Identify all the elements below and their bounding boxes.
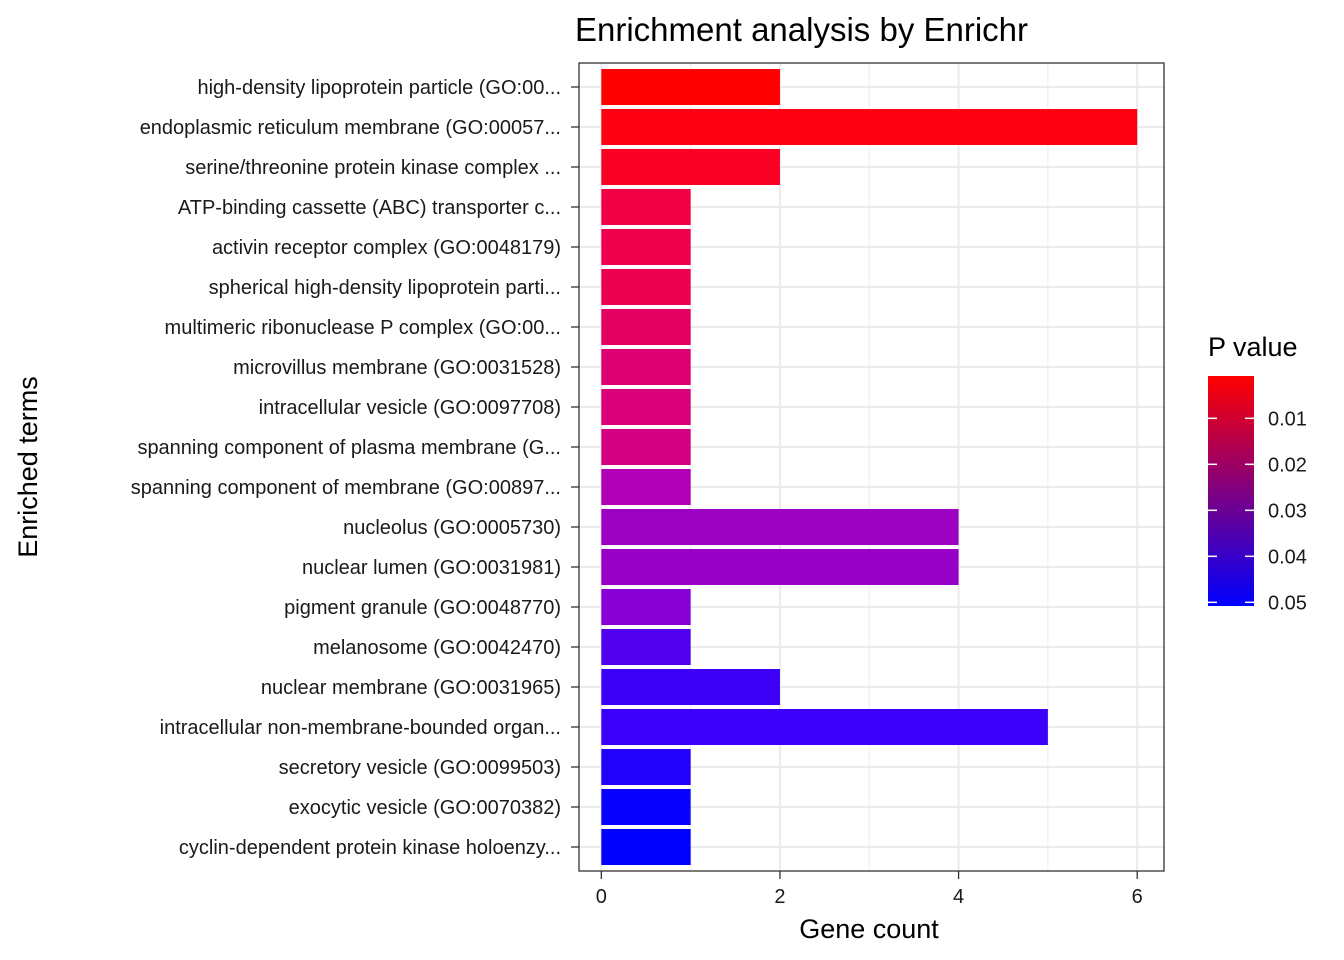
- y-tick-label: intracellular vesicle (GO:0097708): [259, 397, 561, 419]
- y-axis: high-density lipoprotein particle (GO:00…: [131, 77, 579, 859]
- bar: [601, 469, 691, 505]
- y-tick-label: melanosome (GO:0042470): [313, 637, 561, 659]
- legend-tick-label: 0.05: [1268, 592, 1307, 614]
- legend-tick-label: 0.03: [1268, 500, 1307, 522]
- y-tick-label: intracellular non-membrane-bounded organ…: [160, 717, 561, 739]
- bar: [601, 509, 959, 545]
- y-tick-label: spanning component of plasma membrane (G…: [137, 437, 561, 459]
- y-tick-label: ATP-binding cassette (ABC) transporter c…: [178, 197, 561, 219]
- bar: [601, 709, 1048, 745]
- x-tick-label: 2: [774, 886, 785, 908]
- bar: [601, 589, 691, 625]
- y-tick-label: spherical high-density lipoprotein parti…: [209, 277, 561, 299]
- bar: [601, 549, 959, 585]
- bar: [601, 309, 691, 345]
- x-axis: 0 2 4 6: [596, 871, 1143, 908]
- y-tick-label: serine/threonine protein kinase complex …: [185, 157, 561, 179]
- y-tick-label: spanning component of membrane (GO:00897…: [131, 477, 561, 499]
- x-tick-label: 0: [596, 886, 607, 908]
- y-tick-label: activin receptor complex (GO:0048179): [212, 237, 561, 259]
- y-tick-label: exocytic vesicle (GO:0070382): [289, 797, 561, 819]
- chart-title: Enrichment analysis by Enrichr: [575, 11, 1028, 48]
- bar: [601, 189, 691, 225]
- bar: [601, 789, 691, 825]
- y-axis-title: Enriched terms: [13, 376, 43, 558]
- y-tick-label: pigment granule (GO:0048770): [284, 597, 561, 619]
- legend-colorbar: [1208, 376, 1254, 606]
- y-tick-label: nuclear lumen (GO:0031981): [302, 557, 561, 579]
- legend-tick-label: 0.04: [1268, 546, 1307, 568]
- legend: P value 0.01 0.02 0.03 0.04 0.05: [1208, 332, 1307, 614]
- legend-tick-label: 0.02: [1268, 454, 1307, 476]
- bar: [601, 269, 691, 305]
- legend-tick-label: 0.01: [1268, 408, 1307, 430]
- bar: [601, 629, 691, 665]
- bar: [601, 389, 691, 425]
- y-tick-label: endoplasmic reticulum membrane (GO:00057…: [140, 117, 561, 139]
- bar: [601, 669, 780, 705]
- y-tick-label: nucleolus (GO:0005730): [343, 517, 561, 539]
- bar: [601, 749, 691, 785]
- y-tick-label: high-density lipoprotein particle (GO:00…: [197, 77, 561, 99]
- y-tick-label: microvillus membrane (GO:0031528): [233, 357, 561, 379]
- bar: [601, 349, 691, 385]
- bar: [601, 829, 691, 865]
- plot-panel-border: [578, 62, 1165, 872]
- x-tick-label: 6: [1132, 886, 1143, 908]
- legend-title: P value: [1208, 332, 1298, 362]
- y-tick-label: secretory vesicle (GO:0099503): [279, 757, 561, 779]
- y-tick-label: cyclin-dependent protein kinase holoenzy…: [179, 837, 561, 859]
- bar: [601, 69, 780, 105]
- bar: [601, 229, 691, 265]
- y-tick-label: multimeric ribonuclease P complex (GO:00…: [165, 317, 561, 339]
- bar: [601, 109, 1138, 145]
- bar: [601, 149, 780, 185]
- bar: [601, 429, 691, 465]
- x-axis-title: Gene count: [799, 914, 939, 944]
- bars: [601, 69, 1138, 865]
- y-tick-label: nuclear membrane (GO:0031965): [261, 677, 561, 699]
- x-tick-label: 4: [953, 886, 964, 908]
- legend-ticks: 0.01 0.02 0.03 0.04 0.05: [1208, 408, 1307, 614]
